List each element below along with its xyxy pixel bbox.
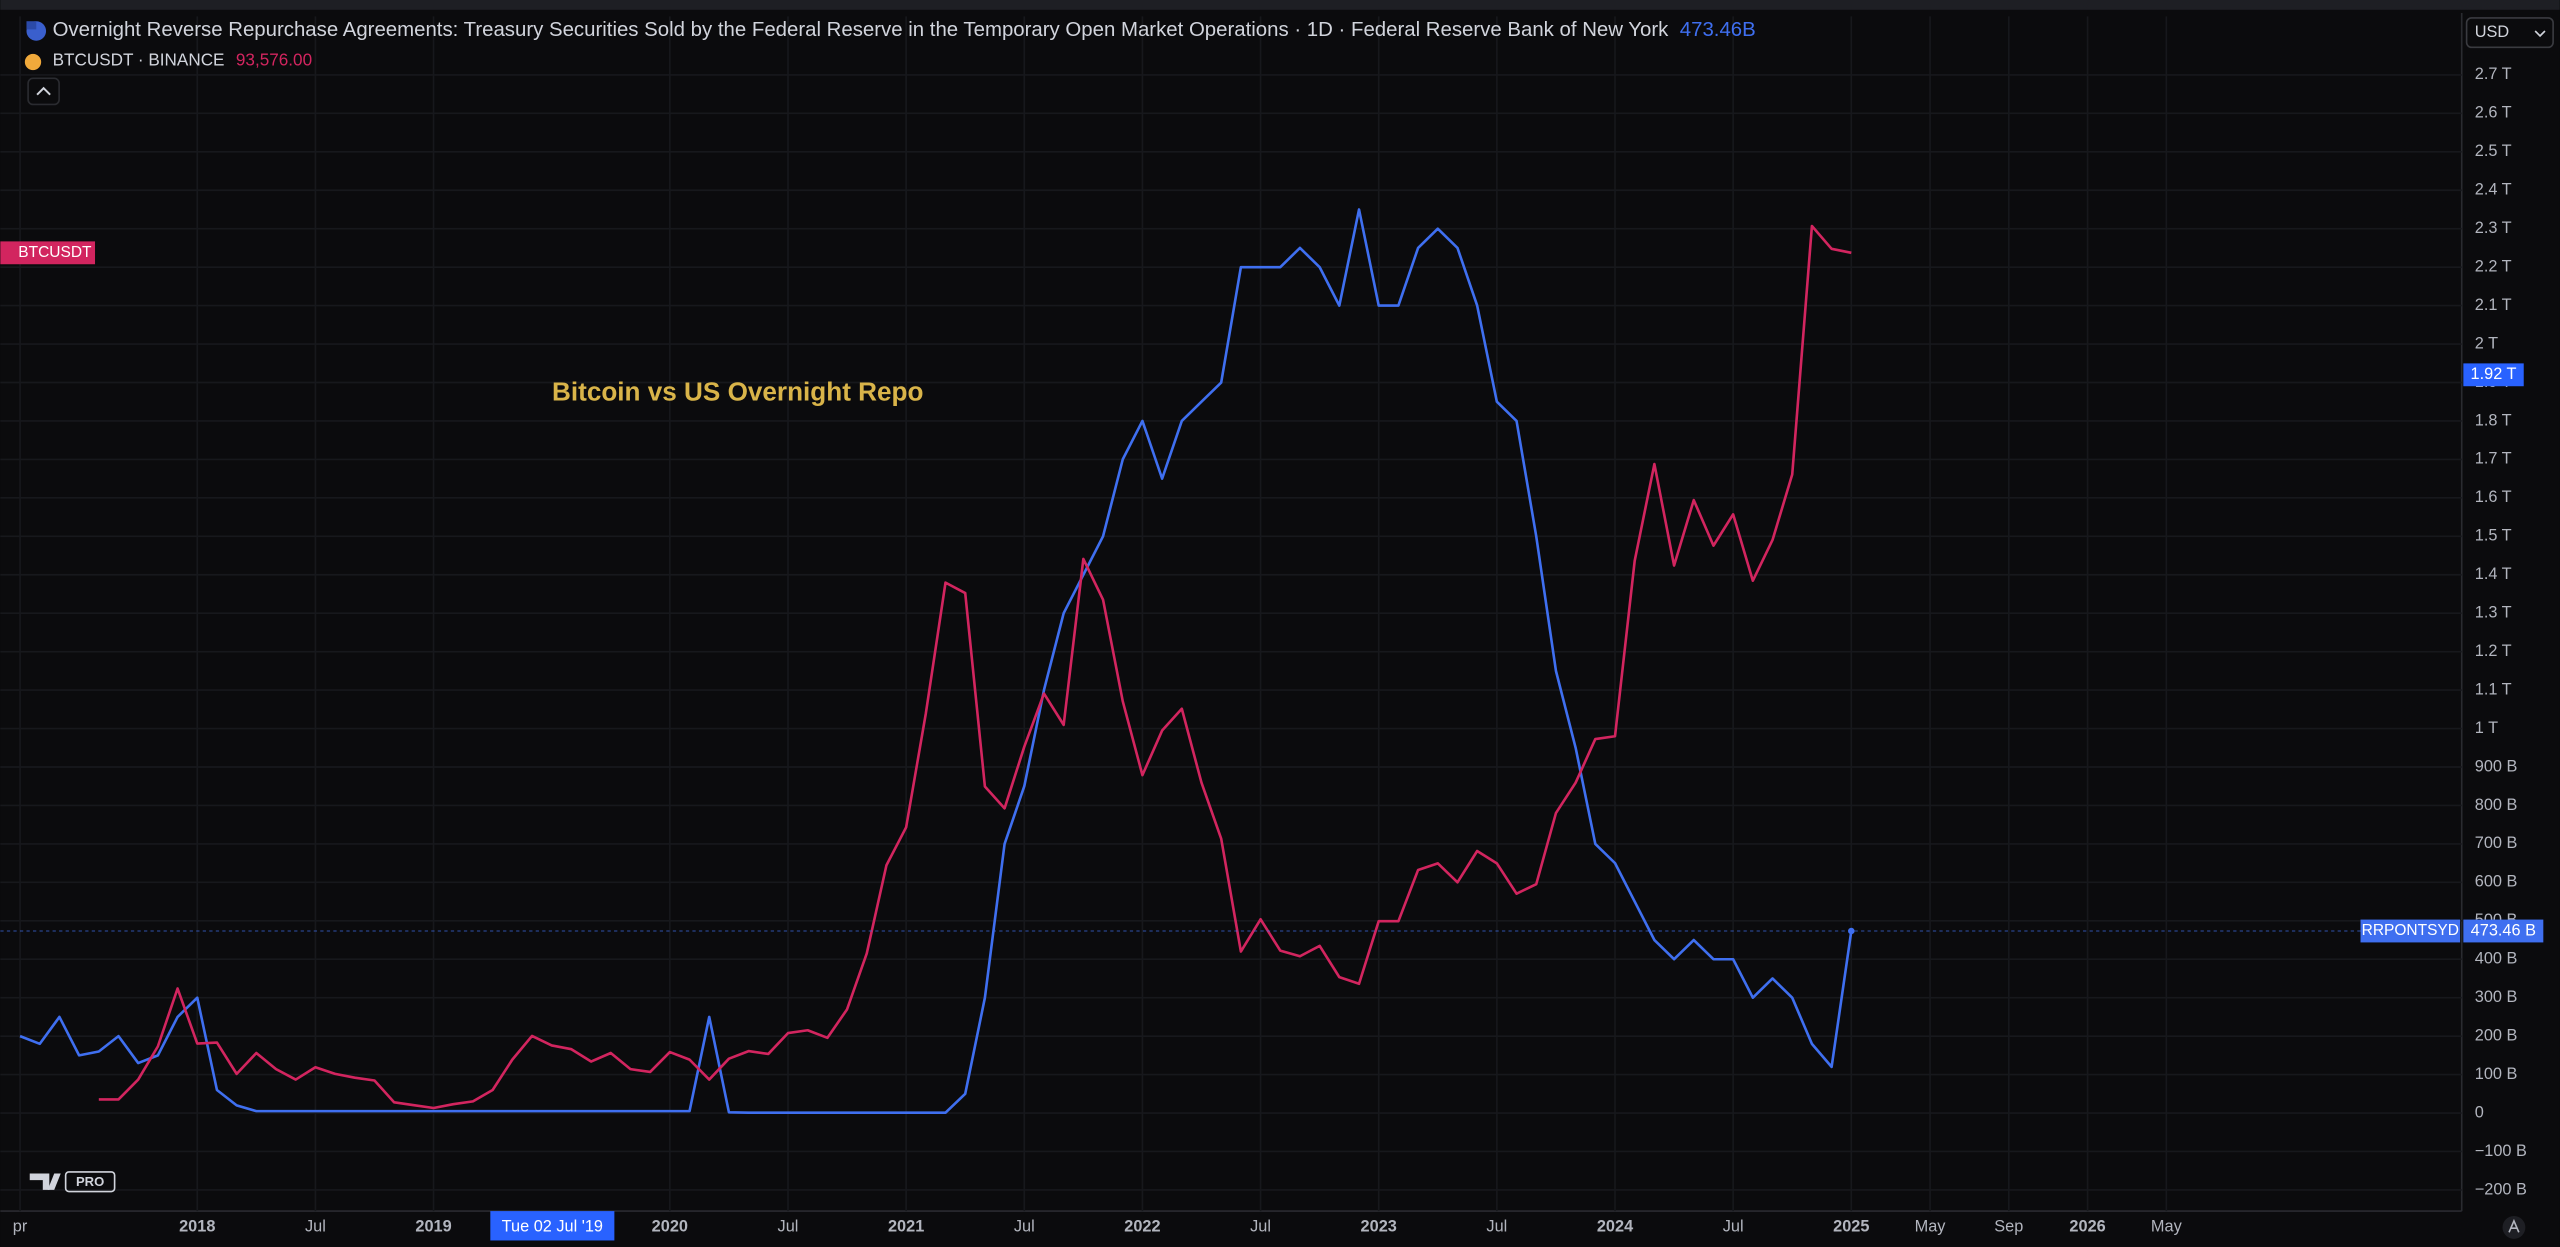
symbol-tag-label: BTCUSDT: [18, 244, 92, 261]
x-tick-label: Jul: [1250, 1218, 1271, 1236]
y-tick-label: 2.5 T: [2475, 142, 2512, 160]
x-tick-label: Jul: [1723, 1218, 1744, 1236]
x-tick-label: Jul: [1014, 1218, 1035, 1236]
symbol-tag-label: RRPONTSYD: [2362, 922, 2459, 939]
x-tick-label: 2018: [179, 1218, 215, 1236]
legend-value: 473.46B: [1680, 19, 1756, 41]
y-tick-label: 1.2 T: [2475, 642, 2512, 660]
y-tick-label: 200 B: [2475, 1026, 2518, 1044]
x-tick-label: Jul: [778, 1218, 799, 1236]
logo-mark: [29, 1173, 50, 1190]
top-bar: [0, 0, 2560, 10]
coin-icon: [24, 53, 42, 71]
y-tick-label: 2.7 T: [2475, 65, 2512, 83]
y-tick-label: 2.3 T: [2475, 219, 2512, 237]
x-tick-label: 2019: [415, 1218, 451, 1236]
y-tick-label: 1.1 T: [2475, 680, 2512, 698]
x-tick-label: pr: [13, 1218, 28, 1236]
currency-label: USD: [2475, 23, 2509, 41]
y-tick-label: 400 B: [2475, 950, 2518, 968]
collapse-icon: [36, 86, 51, 96]
x-tick-label: 2022: [1124, 1218, 1160, 1236]
y-tick-label: 1.5 T: [2475, 527, 2512, 545]
y-tick-label: 100 B: [2475, 1065, 2518, 1083]
series-line: [98, 224, 1852, 1110]
x-tick-label: May: [2151, 1218, 2183, 1236]
crosshair-y-label: 1.92 T: [2471, 365, 2517, 383]
x-tick-label: 2026: [2069, 1218, 2105, 1236]
annotation: Bitcoin vs US Overnight Repo: [552, 376, 923, 406]
logo-badge: [64, 1171, 116, 1193]
y-tick-label: 2.1 T: [2475, 296, 2512, 314]
x-tick-label: Jul: [305, 1218, 326, 1236]
logo-mark: [47, 1173, 61, 1190]
y-tick-label: 600 B: [2475, 873, 2518, 891]
y-tick-label: 2.6 T: [2475, 104, 2512, 122]
crosshair-x-tag: [490, 1211, 615, 1241]
y-tick-label: 1.4 T: [2475, 565, 2512, 583]
x-tick-label: May: [1915, 1218, 1947, 1236]
legend-value: 93,576.00: [236, 49, 312, 69]
legend-name: Overnight Reverse Repurchase Agreements:…: [53, 19, 1670, 41]
x-tick-label: 2024: [1597, 1218, 1633, 1236]
symbol-tag: [2360, 919, 2461, 943]
y-tick-label: 800 B: [2475, 796, 2518, 814]
x-tick-label: 2021: [888, 1218, 924, 1236]
y-tick-label: 2.2 T: [2475, 257, 2512, 275]
flag-icon: [26, 21, 37, 30]
y-tick-label: 2 T: [2475, 334, 2498, 352]
y-tick-label: −100 B: [2475, 1142, 2527, 1160]
x-tick-label: 2025: [1833, 1218, 1869, 1236]
crosshair-y-tag: [2463, 363, 2524, 387]
x-tick-label: Sep: [1994, 1218, 2023, 1236]
auto-scale-icon: [2508, 1218, 2520, 1233]
value-tag-label: 473.46 B: [2471, 921, 2536, 939]
legend-entry: Overnight Reverse Repurchase Agreements:…: [53, 19, 1756, 41]
y-tick-label: 2.4 T: [2475, 181, 2512, 199]
currency-button[interactable]: [2465, 17, 2554, 49]
value-tag: [2463, 919, 2544, 943]
last-point: [1848, 927, 1855, 935]
overlay: 2.7 T 2.6 T 2.5 T 2.4 T 2.3 T 2.2 T 2.1 T 2 T 1.…: [0, 19, 2544, 1241]
dropdown-icon: [2534, 30, 2546, 38]
x-tick-label: 2023: [1361, 1218, 1397, 1236]
plot: [19, 208, 1853, 1114]
y-tick-label: 900 B: [2475, 757, 2518, 775]
y-tick-label: 0: [2475, 1103, 2484, 1121]
legend-entry: BTCUSDT · BINANCE 93,576.00: [53, 49, 313, 69]
symbol-tag: [0, 241, 96, 265]
legend-name: BTCUSDT · BINANCE: [53, 49, 225, 69]
y-tick-label: 700 B: [2475, 834, 2518, 852]
collapse-button[interactable]: [27, 77, 60, 106]
series-line: [19, 208, 1853, 1114]
y-tick-label: 300 B: [2475, 988, 2518, 1006]
y-tick-label: 1 T: [2475, 719, 2498, 737]
y-tick-label: −200 B: [2475, 1180, 2527, 1198]
y-tick-label: 1.7 T: [2475, 450, 2512, 468]
logo: PRO: [29, 1171, 116, 1193]
x-tick-label: Jul: [1486, 1218, 1507, 1236]
y-tick-label: 1.3 T: [2475, 604, 2512, 622]
x-tick-label: 2020: [652, 1218, 688, 1236]
grid: [0, 16, 2462, 1212]
crosshair-x-label: Tue 02 Jul '19: [502, 1218, 603, 1236]
y-tick-label: 1.6 T: [2475, 488, 2512, 506]
y-tick-label: 1.8 T: [2475, 411, 2512, 429]
logo-text: PRO: [76, 1174, 104, 1189]
